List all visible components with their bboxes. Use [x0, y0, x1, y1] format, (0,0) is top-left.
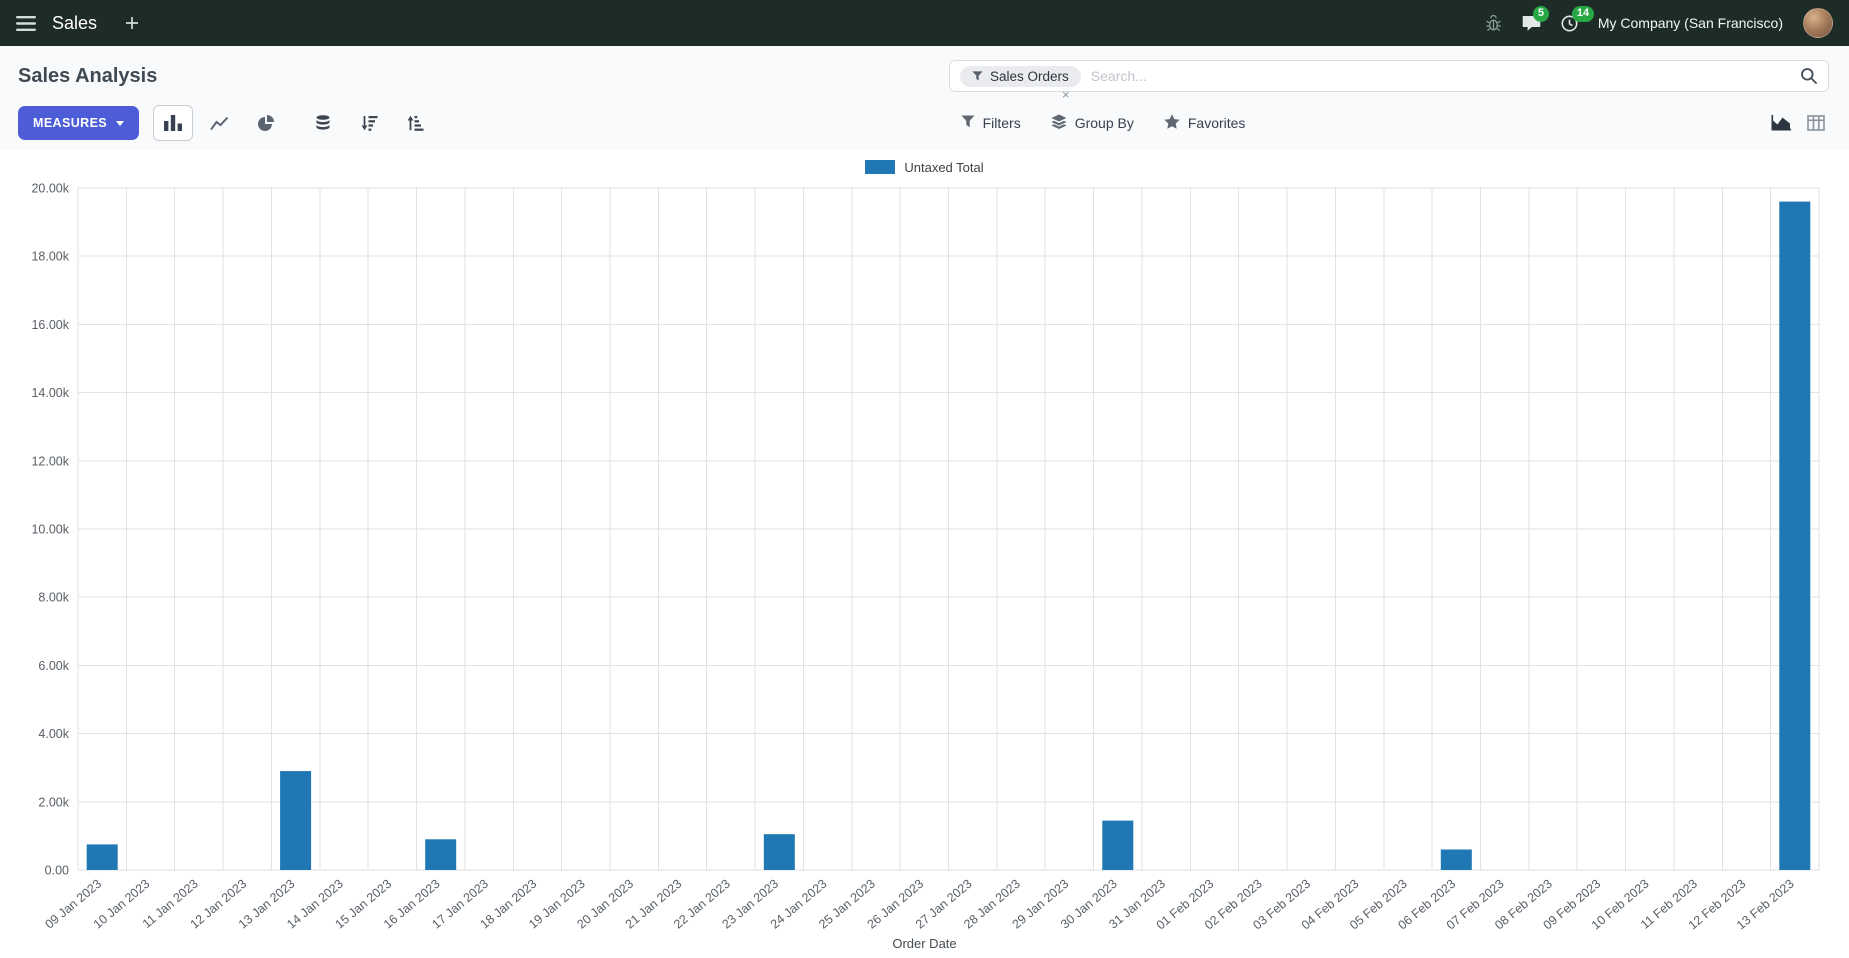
y-tick-label: 0.00	[45, 864, 69, 878]
legend-label: Untaxed Total	[904, 159, 984, 175]
chart-section: Untaxed Total 0.00 2.00k 4.00k 6.00k 8.00k 10…	[0, 150, 1849, 958]
y-tick-label: 12.00k	[31, 454, 69, 468]
control-panel-buttons-row: MEASURES	[18, 104, 1831, 142]
y-tick-label: 18.00k	[31, 250, 69, 264]
messages-icon[interactable]: 5	[1522, 5, 1549, 32]
favorites-label: Favorites	[1187, 115, 1246, 131]
activities-badge: 14	[1571, 5, 1595, 22]
graph-toolbar: MEASURES	[18, 105, 435, 141]
pivot-view-button[interactable]	[1807, 115, 1825, 131]
bar[interactable]	[280, 771, 312, 870]
top-navbar: Sales 5 14 My Company (San Francisco)	[0, 0, 1849, 46]
y-tick-label: 20.00k	[31, 182, 69, 196]
sort-descending-button[interactable]	[349, 105, 389, 141]
search-icon[interactable]	[1800, 67, 1818, 85]
debug-bug-icon[interactable]	[1485, 14, 1502, 32]
y-tick-label: 10.00k	[31, 523, 69, 537]
caret-down-icon	[116, 120, 125, 126]
facet-remove-icon[interactable]: ×	[1062, 87, 1070, 102]
page-title: Sales Analysis	[18, 64, 158, 87]
bar[interactable]	[1779, 201, 1811, 871]
measures-button[interactable]: MEASURES	[18, 106, 140, 140]
group-by-button[interactable]: Group By	[1051, 114, 1134, 133]
bar[interactable]	[425, 839, 457, 870]
group-by-label: Group By	[1074, 115, 1134, 131]
company-switcher[interactable]: My Company (San Francisco)	[1597, 15, 1783, 31]
chart-legend: Untaxed Total	[20, 154, 1829, 180]
search-options: Filters Group By Favorites	[961, 114, 1246, 133]
facet-filter-icon	[972, 69, 983, 84]
layers-icon	[1051, 114, 1067, 133]
y-tick-label: 8.00k	[38, 591, 69, 605]
view-switcher	[1771, 115, 1825, 131]
bar-chart-mode-button[interactable]	[153, 105, 194, 141]
bar[interactable]	[1102, 820, 1134, 870]
bar[interactable]	[763, 834, 795, 870]
plus-icon[interactable]	[125, 16, 139, 30]
user-avatar[interactable]	[1803, 8, 1833, 38]
legend-swatch	[865, 160, 896, 174]
y-tick-label: 2.00k	[38, 795, 69, 809]
bar[interactable]	[1440, 849, 1472, 871]
legend-item-untaxed-total[interactable]: Untaxed Total	[865, 159, 984, 175]
graph-view-button[interactable]	[1771, 115, 1791, 131]
activities-clock-icon[interactable]: 14	[1561, 5, 1595, 32]
y-tick-label: 14.00k	[31, 386, 69, 400]
app-name[interactable]: Sales	[52, 12, 98, 33]
stacked-toggle-button[interactable]	[303, 105, 343, 141]
y-tick-label: 6.00k	[38, 659, 69, 673]
bar-chart[interactable]: 0.00 2.00k 4.00k 6.00k 8.00k 10.00k 12.00k 14.0…	[20, 180, 1829, 934]
filters-label: Filters	[982, 115, 1021, 131]
search-facet-sales-orders[interactable]: Sales Orders	[960, 65, 1081, 87]
control-panel-title-row: Sales Analysis Sales Orders ×	[18, 58, 1831, 101]
y-tick-label: 4.00k	[38, 727, 69, 741]
star-icon	[1164, 114, 1180, 132]
apps-menu-icon[interactable]	[16, 15, 36, 31]
filter-funnel-icon	[961, 115, 975, 131]
x-axis-title: Order Date	[892, 936, 957, 951]
facet-label: Sales Orders	[990, 68, 1069, 84]
bar[interactable]	[86, 844, 118, 870]
messages-badge: 5	[1532, 5, 1549, 22]
filters-button[interactable]: Filters	[961, 115, 1021, 131]
search-input[interactable]	[1090, 68, 1790, 84]
control-panel: Sales Analysis Sales Orders × MEASURES	[0, 46, 1849, 150]
navbar-left: Sales	[16, 13, 139, 34]
search-bar[interactable]: Sales Orders ×	[949, 60, 1829, 101]
line-chart-mode-button[interactable]	[199, 105, 239, 141]
measures-button-label: MEASURES	[33, 116, 108, 130]
pie-chart-mode-button[interactable]	[245, 105, 285, 141]
favorites-button[interactable]: Favorites	[1164, 114, 1246, 132]
sort-ascending-button[interactable]	[395, 105, 435, 141]
y-tick-label: 16.00k	[31, 318, 69, 332]
navbar-right: 5 14 My Company (San Francisco)	[1485, 5, 1833, 38]
